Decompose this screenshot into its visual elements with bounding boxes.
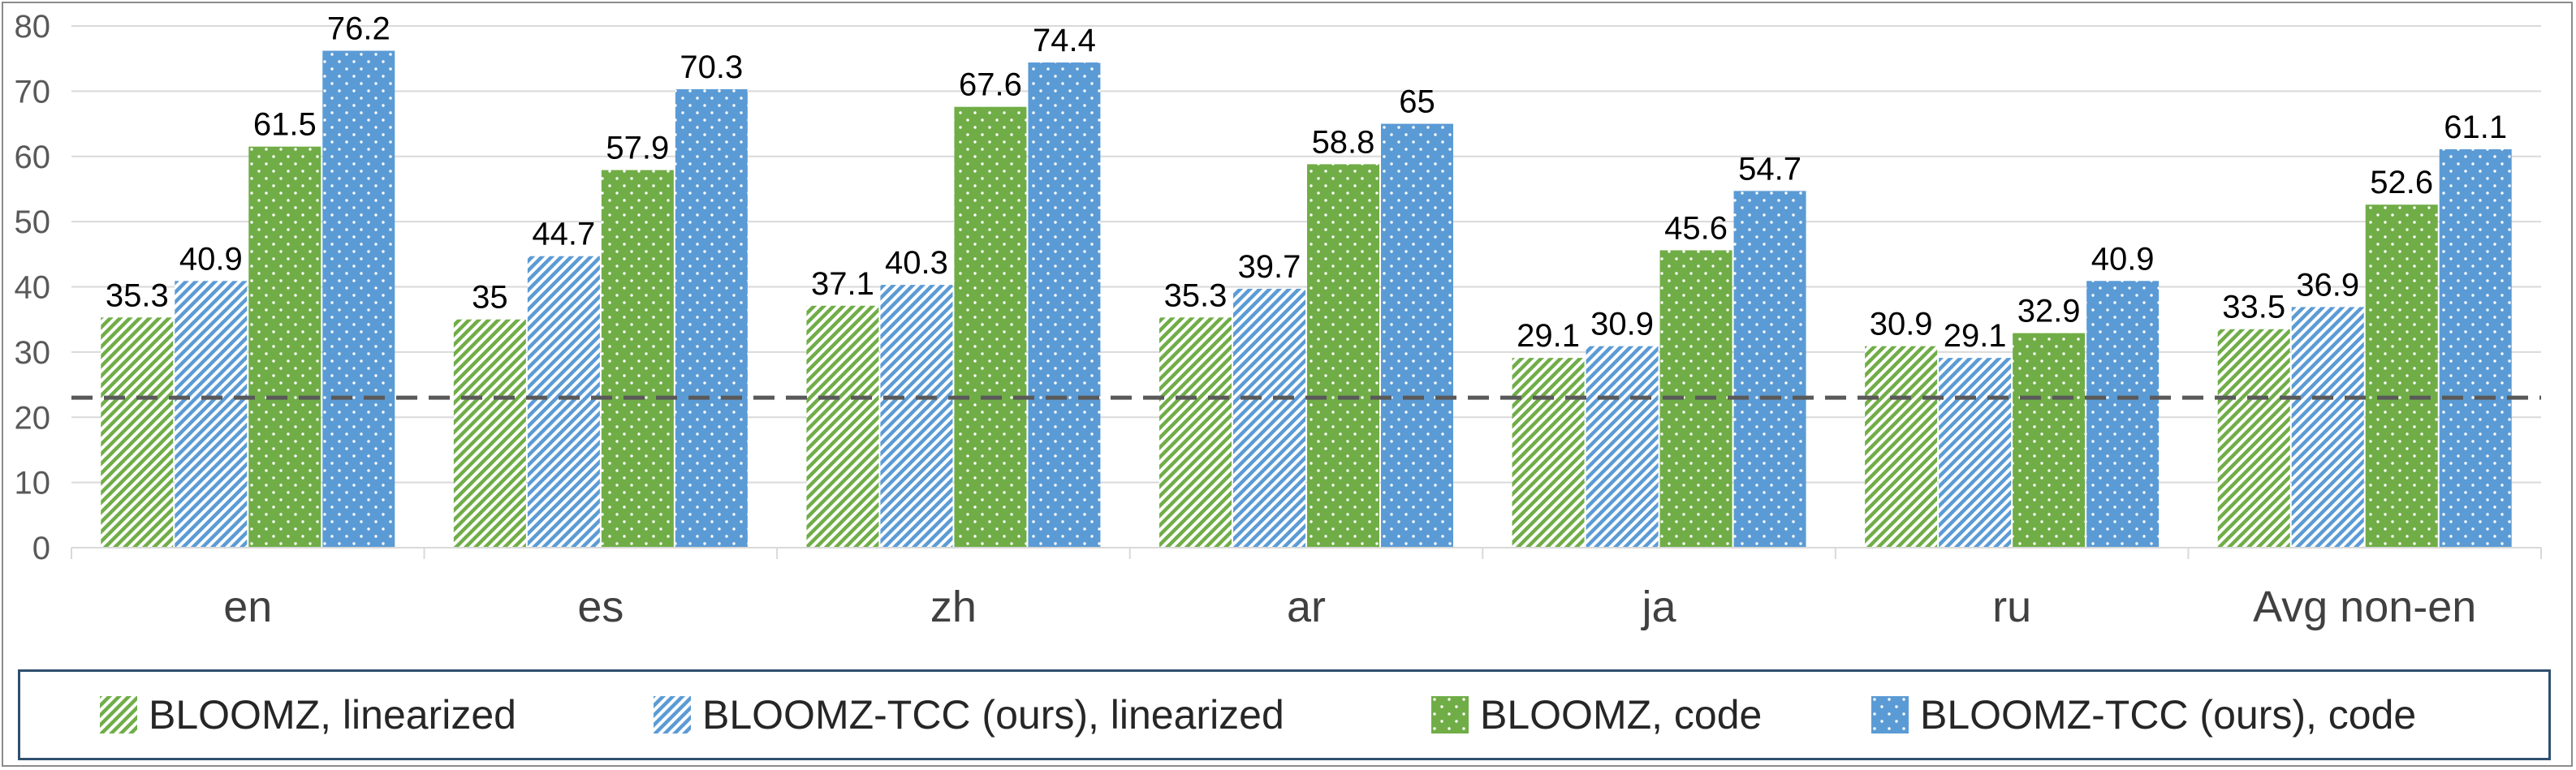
bar-bloomz-linearized-ja bbox=[1512, 358, 1585, 548]
data-label-bloomz-tcc-ours-code-en: 76.2 bbox=[327, 11, 390, 47]
bar-bloomz-tcc-ours-code-ja bbox=[1733, 191, 1806, 548]
category-label-zh: zh bbox=[930, 583, 977, 631]
bar-bloomz-tcc-ours-code-en bbox=[322, 50, 395, 548]
legend-label: BLOOMZ-TCC (ours), code bbox=[1920, 692, 2417, 738]
y-tick-label: 80 bbox=[15, 9, 51, 45]
bar-bloomz-linearized-ru bbox=[1865, 346, 1938, 548]
bar-bloomz-tcc-ours-code-zh bbox=[1028, 62, 1101, 548]
y-tick-label: 30 bbox=[15, 335, 51, 371]
data-label-bloomz-tcc-ours-linearized-ru: 29.1 bbox=[1944, 318, 2007, 354]
bar-bloomz-tcc-ours-code-es bbox=[675, 88, 748, 548]
bar-bloomz-linearized-zh bbox=[806, 305, 879, 548]
bar-bloomz-tcc-ours-linearized-ru bbox=[1939, 358, 2012, 548]
data-label-bloomz-linearized-ru: 30.9 bbox=[1870, 307, 1933, 342]
y-tick-label: 60 bbox=[15, 140, 51, 175]
data-label-bloomz-tcc-ours-linearized-zh: 40.3 bbox=[885, 245, 948, 281]
legend-swatch-bloomz-code bbox=[1431, 696, 1469, 733]
bar-bloomz-linearized-en bbox=[101, 317, 174, 548]
data-label-bloomz-code-avg-non-en: 52.6 bbox=[2370, 165, 2433, 200]
legend-label: BLOOMZ-TCC (ours), linearized bbox=[702, 692, 1284, 738]
data-label-bloomz-tcc-ours-code-es: 70.3 bbox=[680, 49, 743, 85]
data-labels: 35.3 40.9 61.5 76.2 35 44.7 57.9 70.3 37.1 40.3 67… bbox=[106, 11, 2507, 355]
bar-bloomz-code-zh bbox=[954, 106, 1027, 548]
bar-bloomz-tcc-ours-code-ar bbox=[1381, 123, 1453, 548]
data-label-bloomz-tcc-ours-code-ja: 54.7 bbox=[1738, 151, 1801, 187]
bar-bloomz-tcc-ours-linearized-avg-non-en bbox=[2291, 307, 2364, 548]
gridlines bbox=[71, 25, 2541, 484]
legend-item-bloomz-tcc-linearized: BLOOMZ-TCC (ours), linearized bbox=[654, 686, 1284, 743]
data-label-bloomz-code-zh: 67.6 bbox=[959, 67, 1022, 103]
bar-bloomz-tcc-ours-code-avg-non-en bbox=[2439, 148, 2512, 548]
category-label-es: es bbox=[577, 583, 624, 631]
bar-bloomz-linearized-avg-non-en bbox=[2217, 329, 2290, 548]
bar-bloomz-tcc-ours-linearized-en bbox=[175, 281, 248, 548]
data-label-bloomz-linearized-ar: 35.3 bbox=[1164, 277, 1228, 313]
category-label-ja: ja bbox=[1641, 583, 1677, 631]
data-label-bloomz-tcc-ours-linearized-avg-non-en: 36.9 bbox=[2296, 267, 2359, 303]
legend-label: BLOOMZ, linearized bbox=[149, 692, 516, 738]
bar-bloomz-code-es bbox=[601, 170, 674, 548]
legend-item-bloomz-linearized: BLOOMZ, linearized bbox=[100, 686, 516, 743]
bar-chart: 0 10 20 30 40 50 60 70 80 35.3 40.9 61.5 76.2 35 44.7… bbox=[15, 9, 2542, 631]
category-labels: en es zh ar ja ru Avg non-en bbox=[223, 583, 2476, 631]
bar-bloomz-linearized-ar bbox=[1159, 317, 1232, 548]
bars bbox=[101, 50, 2512, 548]
bar-bloomz-tcc-ours-linearized-ja bbox=[1586, 346, 1659, 548]
y-tick-label: 40 bbox=[15, 270, 51, 306]
category-label-avg-non-en: Avg non-en bbox=[2253, 583, 2476, 631]
data-label-bloomz-tcc-ours-code-ar: 65 bbox=[1399, 84, 1435, 120]
data-label-bloomz-linearized-en: 35.3 bbox=[106, 277, 169, 313]
data-label-bloomz-tcc-ours-linearized-ja: 30.9 bbox=[1590, 307, 1654, 342]
x-axis bbox=[71, 547, 2542, 559]
data-label-bloomz-code-ar: 58.8 bbox=[1312, 124, 1375, 160]
bar-bloomz-code-ru bbox=[2013, 333, 2086, 548]
data-label-bloomz-tcc-ours-linearized-ar: 39.7 bbox=[1238, 249, 1301, 285]
category-label-ar: ar bbox=[1287, 583, 1326, 631]
data-label-bloomz-code-en: 61.5 bbox=[253, 107, 317, 143]
bar-bloomz-code-avg-non-en bbox=[2365, 204, 2438, 548]
bar-bloomz-tcc-ours-code-ru bbox=[2086, 281, 2160, 548]
data-label-bloomz-linearized-avg-non-en: 33.5 bbox=[2222, 290, 2285, 325]
legend-swatch-bloomz-linearized bbox=[100, 696, 137, 733]
legend-swatch-bloomz-tcc-linearized bbox=[654, 696, 691, 733]
data-label-bloomz-tcc-ours-code-zh: 74.4 bbox=[1033, 23, 1096, 58]
legend: BLOOMZ, linearized BLOOMZ-TCC (ours), li… bbox=[18, 669, 2551, 760]
bar-bloomz-tcc-ours-linearized-es bbox=[527, 256, 600, 548]
data-label-bloomz-linearized-ja: 29.1 bbox=[1517, 318, 1580, 354]
data-label-bloomz-linearized-zh: 37.1 bbox=[811, 266, 874, 302]
y-tick-label: 20 bbox=[15, 400, 51, 436]
bar-bloomz-linearized-es bbox=[453, 319, 526, 548]
data-label-bloomz-code-ja: 45.6 bbox=[1664, 210, 1728, 246]
data-label-bloomz-tcc-ours-linearized-en: 40.9 bbox=[179, 241, 243, 277]
bar-bloomz-tcc-ours-linearized-ar bbox=[1233, 288, 1305, 548]
y-tick-label: 0 bbox=[32, 531, 50, 566]
legend-item-bloomz-tcc-code: BLOOMZ-TCC (ours), code bbox=[1871, 686, 2416, 743]
y-axis-ticks: 0 10 20 30 40 50 60 70 80 bbox=[15, 9, 51, 566]
legend-label: BLOOMZ, code bbox=[1480, 692, 1763, 738]
bar-bloomz-code-ar bbox=[1307, 164, 1379, 548]
data-label-bloomz-tcc-ours-linearized-es: 44.7 bbox=[532, 217, 595, 252]
category-label-ru: ru bbox=[1992, 583, 2031, 631]
category-label-en: en bbox=[223, 583, 272, 631]
y-tick-label: 50 bbox=[15, 204, 51, 240]
data-label-bloomz-tcc-ours-code-avg-non-en: 61.1 bbox=[2444, 110, 2507, 145]
data-label-bloomz-tcc-ours-code-ru: 40.9 bbox=[2091, 241, 2155, 277]
legend-swatch-bloomz-tcc-code bbox=[1871, 696, 1909, 733]
legend-item-bloomz-code: BLOOMZ, code bbox=[1431, 686, 1762, 743]
bar-bloomz-code-en bbox=[248, 146, 321, 548]
bar-bloomz-tcc-ours-linearized-zh bbox=[880, 285, 953, 548]
y-tick-label: 10 bbox=[15, 466, 51, 501]
data-label-bloomz-code-es: 57.9 bbox=[606, 131, 669, 166]
data-label-bloomz-linearized-es: 35 bbox=[472, 280, 508, 316]
y-tick-label: 70 bbox=[15, 74, 51, 110]
data-label-bloomz-code-ru: 32.9 bbox=[2017, 294, 2081, 329]
